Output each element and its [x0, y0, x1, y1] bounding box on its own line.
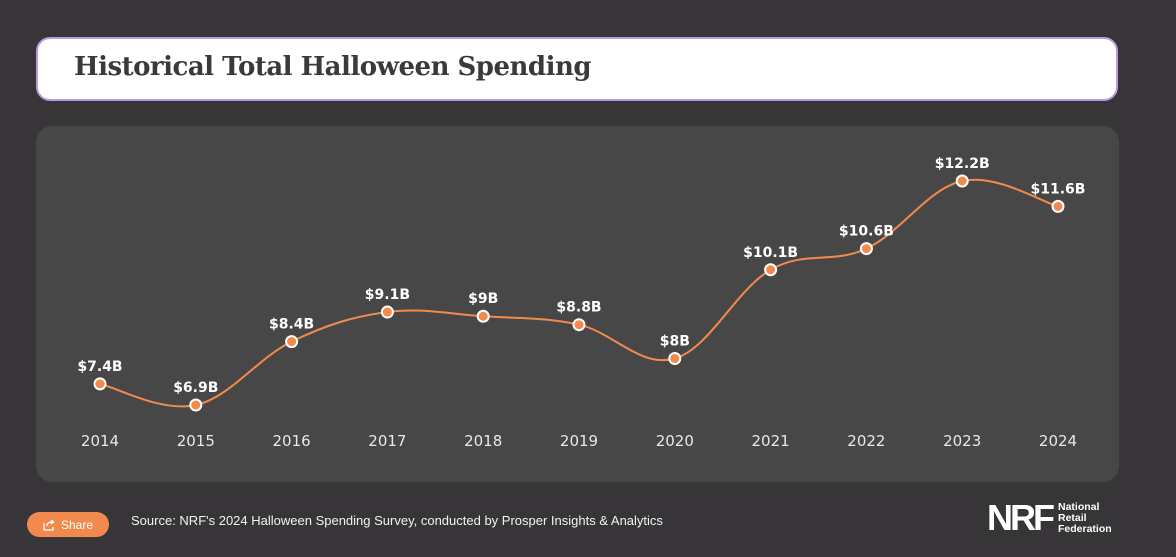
- x-tick-label: 2016: [273, 432, 311, 450]
- data-label: $8B: [660, 334, 690, 350]
- source-note: Source: NRF's 2024 Halloween Spending Su…: [131, 513, 663, 528]
- nrf-logo-name-line: Retail: [1058, 511, 1087, 524]
- data-label: $12.2B: [935, 156, 990, 172]
- data-point[interactable]: [285, 335, 299, 349]
- x-tick-label: 2019: [560, 432, 598, 450]
- x-tick-label: 2023: [943, 432, 981, 450]
- title-banner: Historical Total Halloween Spending: [36, 37, 1118, 101]
- x-tick-label: 2015: [177, 432, 215, 450]
- data-point[interactable]: [380, 305, 394, 319]
- nrf-logo-name-line: National: [1058, 500, 1100, 513]
- x-tick-label: 2024: [1039, 432, 1077, 450]
- chart-title: Historical Total Halloween Spending: [74, 52, 592, 82]
- data-point[interactable]: [572, 318, 586, 332]
- data-label: $10.1B: [743, 245, 798, 261]
- nrf-logo[interactable]: NRF National Retail Federation: [987, 500, 1112, 536]
- data-label: $11.6B: [1031, 181, 1086, 197]
- nrf-logo-name-line: Federation: [1058, 522, 1112, 535]
- data-point[interactable]: [1051, 199, 1065, 213]
- data-label: $8.8B: [556, 300, 601, 316]
- x-tick-layer: 2014 2015 2016 2017 2018 2019 2020 2021 2022 2023…: [81, 432, 1077, 450]
- data-point[interactable]: [476, 309, 490, 323]
- x-tick-label: 2021: [752, 432, 790, 450]
- data-label: $9.1B: [365, 287, 410, 303]
- nrf-logo-name: National Retail Federation: [1058, 500, 1112, 535]
- data-point[interactable]: [764, 263, 778, 277]
- line-layer: [99, 178, 1059, 408]
- data-label-layer: $7.4B $6.9B $8.4B $9.1B $9B $8.8B $8B $10.1B $10…: [77, 156, 1085, 396]
- chart-panel: [36, 126, 1119, 482]
- data-point[interactable]: [189, 398, 203, 412]
- data-label: $8.4B: [269, 317, 314, 333]
- x-tick-label: 2018: [464, 432, 502, 450]
- data-label: $6.9B: [173, 380, 218, 396]
- point-layer: [93, 174, 1065, 412]
- data-point[interactable]: [93, 377, 107, 391]
- data-point[interactable]: [955, 174, 969, 188]
- share-icon: [43, 518, 55, 531]
- share-label: Share: [60, 517, 94, 532]
- x-tick-label: 2017: [368, 432, 406, 450]
- series-line: [99, 178, 1059, 408]
- data-point[interactable]: [859, 242, 873, 256]
- data-label: $10.6B: [839, 224, 894, 240]
- share-button[interactable]: Share: [27, 512, 109, 537]
- data-label: $7.4B: [77, 359, 122, 375]
- data-label: $9B: [468, 291, 498, 307]
- nrf-logo-mark: NRF: [987, 497, 1055, 538]
- x-tick-label: 2020: [656, 432, 694, 450]
- x-tick-label: 2014: [81, 432, 119, 450]
- x-tick-label: 2022: [847, 432, 885, 450]
- data-point[interactable]: [668, 352, 682, 366]
